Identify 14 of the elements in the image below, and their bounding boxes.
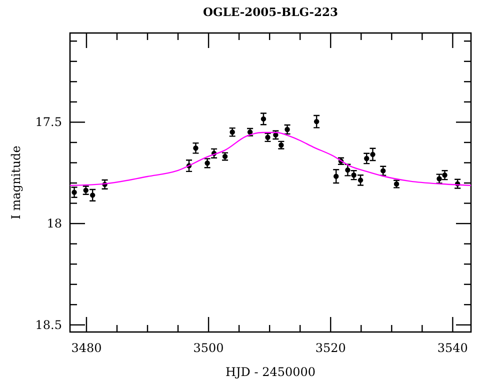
chart-title: OGLE-2005-BLG-223: [202, 5, 338, 19]
x-tick-label: 3540: [437, 341, 468, 355]
y-axis-title: I magnitude: [9, 146, 23, 220]
y-tick-label: 18: [46, 216, 62, 231]
point: [260, 116, 266, 122]
point: [90, 192, 96, 198]
y-tick-label: 17.5: [35, 115, 62, 130]
y-tick-label: 18.5: [35, 318, 62, 332]
x-tick-label: 3500: [193, 341, 224, 355]
point: [358, 178, 364, 183]
x-axis-title: HJD - 2450000: [225, 365, 316, 379]
point: [314, 118, 320, 124]
x-tick-label: 3480: [71, 341, 102, 355]
x-tick-label: 3520: [315, 341, 346, 355]
